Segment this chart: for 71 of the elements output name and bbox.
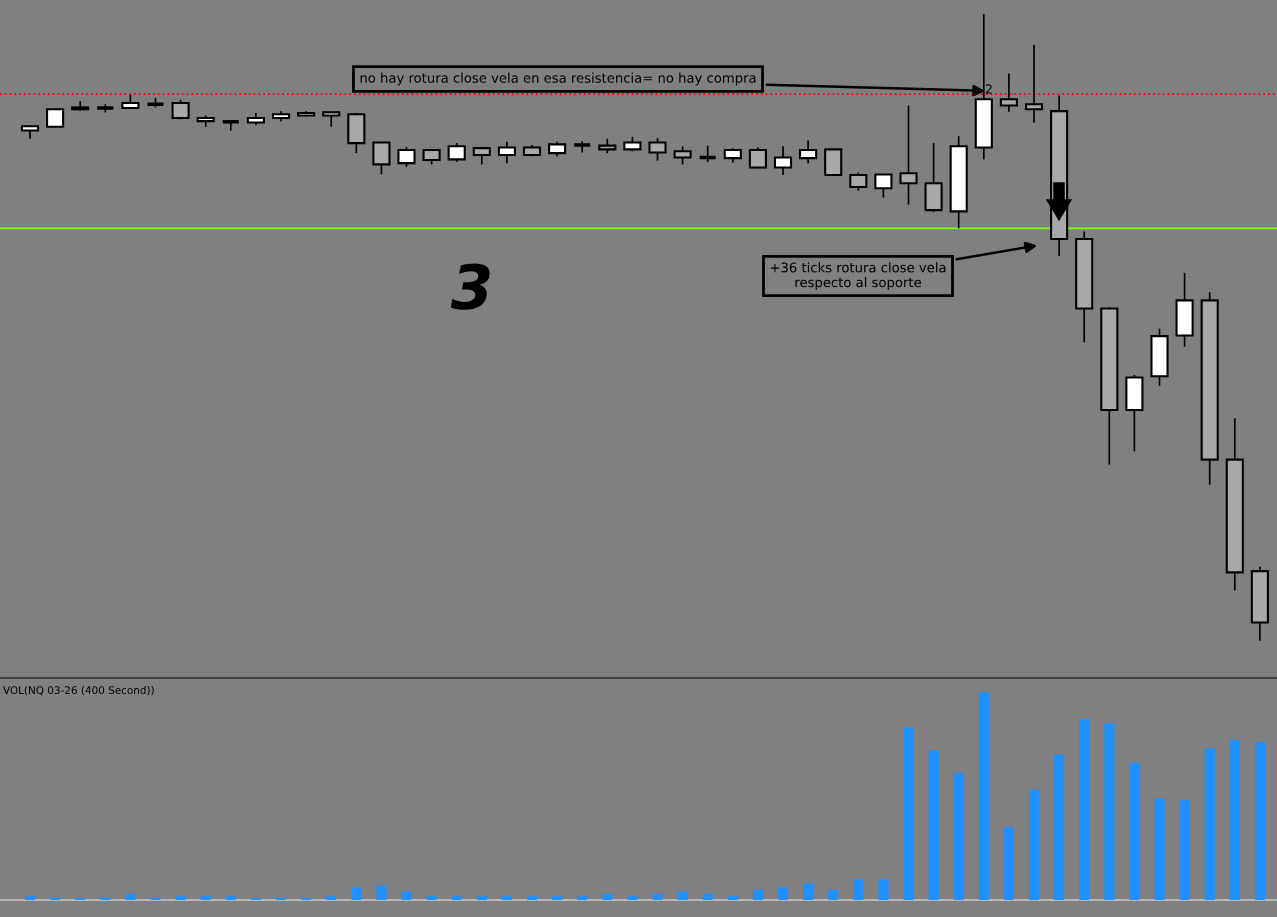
candlestick — [899, 104, 918, 206]
candlestick — [447, 142, 466, 163]
bar — [1154, 798, 1165, 900]
bar — [250, 897, 261, 900]
bar — [200, 895, 211, 900]
bar — [426, 895, 437, 900]
bar — [100, 897, 111, 900]
bar — [627, 895, 638, 900]
annotation: 2 — [985, 84, 992, 94]
bar — [702, 893, 713, 900]
bar — [301, 897, 312, 900]
bar — [1054, 754, 1065, 900]
candlestick — [372, 141, 391, 176]
bar — [803, 883, 814, 900]
annotation: no hay rotura close vela en esa resistencia= no hay compra — [360, 72, 756, 86]
candlestick — [999, 72, 1018, 113]
candlestick — [748, 146, 767, 170]
bar — [476, 895, 487, 900]
candlestick — [397, 146, 416, 168]
bar — [552, 895, 563, 900]
bar — [175, 895, 186, 900]
bar — [275, 897, 287, 900]
bar — [150, 897, 161, 900]
candlestick — [46, 108, 65, 129]
bar — [1003, 827, 1014, 900]
annotation: 3 — [450, 263, 490, 310]
bar — [652, 893, 663, 900]
bar — [1104, 723, 1115, 900]
bar — [75, 897, 86, 900]
bar — [24, 895, 36, 900]
bar — [777, 887, 789, 900]
bar — [351, 887, 362, 900]
bar — [677, 891, 688, 900]
candlestick — [1024, 43, 1044, 124]
candlestick — [849, 171, 868, 192]
bar — [928, 750, 939, 900]
bar — [1179, 800, 1190, 900]
bar — [326, 895, 337, 900]
chart-title: VOL(NQ 03-26 (400 Second)) — [3, 686, 154, 696]
bar — [727, 895, 738, 900]
bar — [1204, 748, 1215, 900]
bar — [828, 889, 839, 900]
bar — [125, 893, 136, 900]
bar — [752, 889, 763, 900]
bar — [501, 895, 512, 900]
bar — [1028, 789, 1040, 900]
candlestick — [497, 141, 516, 164]
bar — [225, 895, 236, 900]
bar — [602, 893, 613, 900]
annotation: +36 ticks rotura close vela respecto al soporte — [770, 262, 946, 290]
bar — [1079, 719, 1090, 900]
bar — [953, 773, 964, 900]
bar — [1229, 739, 1240, 900]
candlestick — [673, 145, 692, 166]
candlestick — [799, 139, 818, 164]
candlestick — [874, 173, 893, 199]
bar — [401, 891, 412, 900]
bar — [50, 897, 61, 900]
bar — [526, 895, 538, 900]
bar — [376, 885, 387, 900]
bar — [1254, 741, 1265, 900]
candlestick — [697, 144, 718, 163]
bar — [878, 879, 889, 900]
candlestick — [648, 137, 667, 162]
bar — [903, 727, 914, 900]
bar — [1129, 762, 1140, 900]
bar — [577, 895, 588, 900]
bar — [978, 692, 989, 900]
candlestick — [773, 145, 793, 176]
bar — [853, 879, 864, 900]
bar — [451, 895, 462, 900]
